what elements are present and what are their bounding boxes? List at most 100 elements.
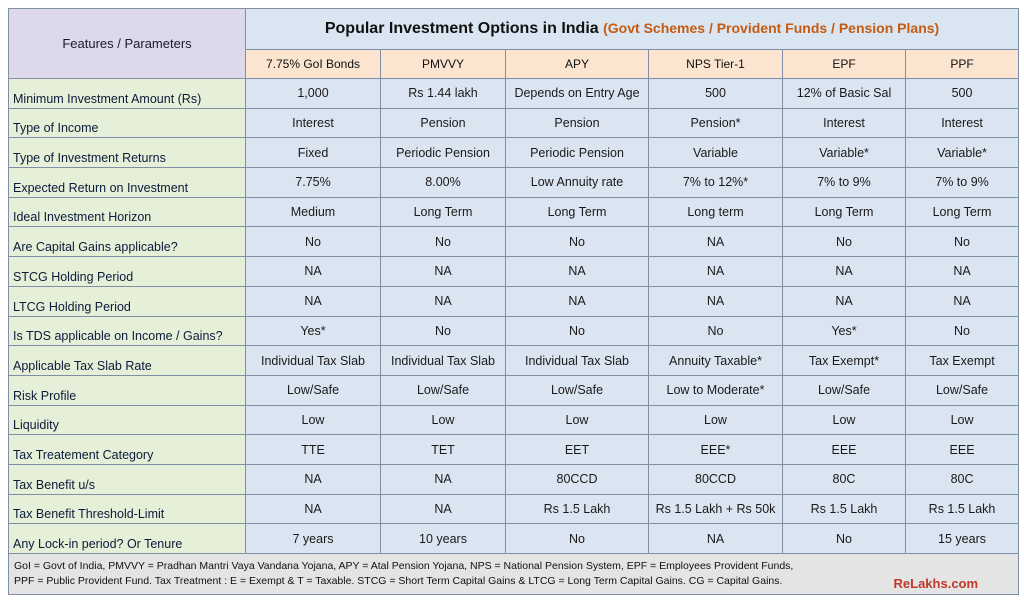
- row-label: Type of Income: [8, 107, 246, 139]
- table-cell: No: [782, 523, 906, 554]
- table-cell: No: [505, 315, 649, 347]
- table-body: Minimum Investment Amount (Rs) 1,000 Rs 1.…: [8, 78, 1020, 554]
- column-header: EPF: [782, 49, 906, 79]
- table-cell: No: [505, 523, 649, 554]
- row-label: Tax Benefit u/s: [8, 463, 246, 495]
- table-cell: Pension*: [648, 107, 783, 139]
- table-cell: Periodic Pension: [505, 137, 649, 169]
- brand-watermark[interactable]: ReLakhs.com: [893, 576, 979, 591]
- table-cell: No: [380, 315, 506, 347]
- table-cell: Rs 1.5 Lakh: [505, 493, 649, 525]
- table-cell: Pension: [380, 107, 506, 139]
- table-cell: Long Term: [782, 196, 906, 228]
- table-row: STCG Holding Period NA NA NA NA NA NA: [8, 256, 1020, 287]
- table-cell: EEE: [904, 434, 1020, 465]
- table-cell: 80C: [782, 463, 906, 495]
- table-cell: 80CCD: [505, 463, 649, 495]
- row-label: Are Capital Gains applicable?: [8, 226, 246, 258]
- table-cell: Interest: [782, 107, 906, 139]
- table-row: Is TDS applicable on Income / Gains? Yes*…: [8, 315, 1020, 347]
- comparison-table: Features / Parameters Popular Investment…: [7, 8, 1020, 595]
- column-header: NPS Tier-1: [648, 49, 783, 79]
- table-cell: NA: [648, 226, 783, 258]
- table-cell: NA: [245, 463, 381, 495]
- table-row: Tax Benefit u/s NA NA 80CCD 80CCD 80C 80C: [8, 463, 1020, 495]
- table-row: Ideal Investment Horizon Medium Long Term L…: [8, 196, 1020, 228]
- table-cell: NA: [648, 523, 783, 554]
- row-label: Applicable Tax Slab Rate: [8, 345, 246, 376]
- footnote-line-1: GoI = Govt of India, PMVVY = Pradhan Man…: [14, 560, 794, 572]
- row-label: Tax Treatement Category: [8, 434, 246, 465]
- table-cell: NA: [245, 256, 381, 287]
- table-row: Type of Income Interest Pension Pension Pens…: [8, 107, 1020, 139]
- table-cell: 7% to 9%: [782, 167, 906, 198]
- table-cell: 7% to 12%*: [648, 167, 783, 198]
- table-cell: Pension: [505, 107, 649, 139]
- table-cell: NA: [380, 463, 506, 495]
- column-header: PPF: [904, 49, 1020, 79]
- table-cell: Tax Exempt*: [782, 345, 906, 376]
- table-cell: Low/Safe: [505, 374, 649, 406]
- table-row: Tax Treatement Category TTE TET EET EEE* EEE E…: [8, 434, 1020, 465]
- table-cell: NA: [782, 256, 906, 287]
- table-cell: EET: [505, 434, 649, 465]
- table-cell: NA: [245, 285, 381, 317]
- table-cell: NA: [380, 285, 506, 317]
- row-label: STCG Holding Period: [8, 256, 246, 287]
- table-cell: EEE*: [648, 434, 783, 465]
- table-cell: No: [904, 226, 1020, 258]
- row-label: Risk Profile: [8, 374, 246, 406]
- table-cell: NA: [245, 493, 381, 525]
- table-row: Type of Investment Returns Fixed Periodic …: [8, 137, 1020, 169]
- row-label: Tax Benefit Threshold-Limit: [8, 493, 246, 525]
- row-label: Is TDS applicable on Income / Gains?: [8, 315, 246, 347]
- table-cell: Low: [648, 404, 783, 436]
- table-row: Minimum Investment Amount (Rs) 1,000 Rs 1.…: [8, 78, 1020, 109]
- table-cell: Depends on Entry Age: [505, 78, 649, 109]
- table-cell: Low/Safe: [245, 374, 381, 406]
- table-cell: Long Term: [505, 196, 649, 228]
- table-cell: 12% of Basic Sal: [782, 78, 906, 109]
- table-cell: Individual Tax Slab: [380, 345, 506, 376]
- table-cell: 80CCD: [648, 463, 783, 495]
- table-cell: No: [648, 315, 783, 347]
- table-row: Expected Return on Investment 7.75% 8.00% L…: [8, 167, 1020, 198]
- table-cell: NA: [505, 285, 649, 317]
- table-cell: Low/Safe: [782, 374, 906, 406]
- footnote-line-2: PPF = Public Provident Fund. Tax Treatme…: [14, 575, 783, 587]
- table-cell: NA: [505, 256, 649, 287]
- table-cell: Low to Moderate*: [648, 374, 783, 406]
- table-row: Any Lock-in period? Or Tenure 7 years 10 y…: [8, 523, 1020, 554]
- row-label: Minimum Investment Amount (Rs): [8, 78, 246, 109]
- table-cell: Individual Tax Slab: [245, 345, 381, 376]
- table-cell: Fixed: [245, 137, 381, 169]
- table-cell: Low: [782, 404, 906, 436]
- table-cell: No: [245, 226, 381, 258]
- table-cell: Yes*: [782, 315, 906, 347]
- table-cell: Rs 1.5 Lakh: [904, 493, 1020, 525]
- table-cell: 80C: [904, 463, 1020, 495]
- table-cell: No: [904, 315, 1020, 347]
- table-row: Are Capital Gains applicable? No No No NA No N…: [8, 226, 1020, 258]
- table-cell: Tax Exempt: [904, 345, 1020, 376]
- column-header: APY: [505, 49, 649, 79]
- table-cell: Low: [380, 404, 506, 436]
- table-cell: Interest: [245, 107, 381, 139]
- footnote: GoI = Govt of India, PMVVY = Pradhan Man…: [7, 553, 1020, 595]
- table-cell: Variable*: [782, 137, 906, 169]
- table-cell: Low: [245, 404, 381, 436]
- table-cell: Low/Safe: [380, 374, 506, 406]
- table-row: LTCG Holding Period NA NA NA NA NA NA: [8, 285, 1020, 317]
- row-label: Ideal Investment Horizon: [8, 196, 246, 228]
- table-cell: TTE: [245, 434, 381, 465]
- table-cell: Low/Safe: [904, 374, 1020, 406]
- corner-header: Features / Parameters: [8, 8, 246, 79]
- row-label: Expected Return on Investment: [8, 167, 246, 198]
- table-cell: EEE: [782, 434, 906, 465]
- table-cell: Periodic Pension: [380, 137, 506, 169]
- table-cell: Long Term: [904, 196, 1020, 228]
- table-cell: NA: [380, 256, 506, 287]
- table-cell: 7.75%: [245, 167, 381, 198]
- table-cell: Yes*: [245, 315, 381, 347]
- table-cell: NA: [648, 256, 783, 287]
